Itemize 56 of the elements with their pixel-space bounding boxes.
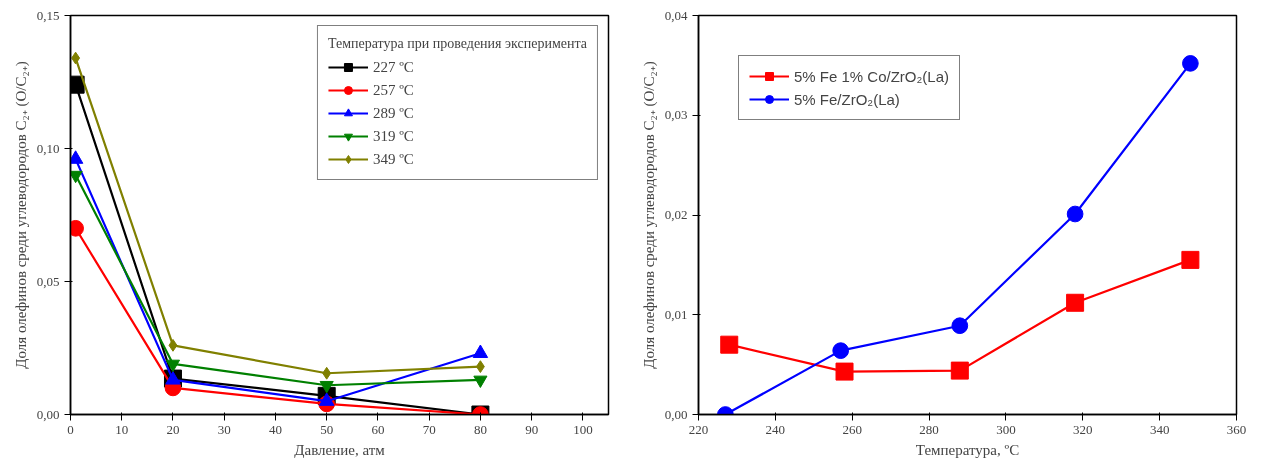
- point: [70, 150, 84, 164]
- point: [720, 335, 739, 354]
- point: [322, 366, 332, 380]
- y-tick-label: 0,00: [36, 406, 60, 422]
- point: [951, 317, 969, 335]
- point: [1066, 293, 1085, 312]
- x-tick-label: 320: [1073, 421, 1093, 437]
- y-tick-label: 0,04: [664, 7, 688, 23]
- point: [475, 360, 485, 374]
- y-tick-label: 0,00: [664, 406, 688, 422]
- x-tick-label: 300: [996, 421, 1016, 437]
- y-tick-label: 0,10: [36, 140, 60, 156]
- x-tick-label: 360: [1226, 421, 1247, 437]
- y-axis-title: Доля олефинов среди углеводородов C₂₊ (O/C₂₊): [640, 61, 658, 369]
- x-tick-label: 280: [919, 421, 939, 437]
- x-tick-label: 0: [67, 421, 74, 437]
- y-tick-label: 0,01: [664, 306, 688, 322]
- legend-label: 227 ºC: [372, 58, 414, 76]
- legend-label: 349 ºC: [372, 150, 414, 168]
- x-tick-label: 10: [115, 421, 129, 437]
- x-tick-label: 80: [473, 421, 487, 437]
- y-tick-label: 0,05: [36, 273, 60, 289]
- point: [319, 380, 334, 394]
- x-tick-label: 240: [765, 421, 786, 437]
- legend-title: Температура при проведения эксперимента: [327, 36, 587, 52]
- legend-label: 319 ºC: [372, 127, 414, 145]
- x-tick-label: 60: [371, 421, 385, 437]
- y-axis-title: Доля олефинов среди углеводородов C₂₊ (O/C₂₊): [12, 61, 30, 369]
- x-tick-label: 90: [525, 421, 539, 437]
- point: [71, 51, 81, 65]
- point: [1182, 55, 1199, 72]
- point: [832, 342, 850, 359]
- x-axis-title: Температура, ºC: [915, 441, 1020, 458]
- x-tick-label: 40: [268, 421, 282, 437]
- x-tick-label: 220: [688, 421, 709, 437]
- x-axis-title: Давление, атм: [294, 441, 386, 458]
- legend-label: 257 ºC: [372, 81, 414, 99]
- legend-label: 5% Fe/ZrO₂(La): [794, 90, 900, 108]
- point: [168, 338, 178, 352]
- y-tick-label: 0,15: [36, 7, 60, 23]
- x-tick-label: 70: [422, 421, 436, 437]
- point: [473, 375, 488, 388]
- legend-label: 289 ºC: [372, 104, 414, 122]
- point: [835, 362, 854, 381]
- legend-label: 5% Fe 1% Co/ZrO₂(La): [794, 67, 950, 85]
- x-tick-label: 100: [573, 421, 593, 437]
- point: [950, 361, 969, 380]
- y-tick-label: 0,02: [664, 207, 688, 222]
- point: [1181, 250, 1200, 269]
- y-tick-label: 0,03: [664, 107, 688, 123]
- x-tick-label: 260: [842, 421, 862, 437]
- x-tick-label: 30: [217, 421, 231, 437]
- x-tick-label: 20: [166, 421, 180, 437]
- x-tick-label: 340: [1149, 421, 1170, 437]
- point: [1066, 205, 1084, 223]
- x-tick-label: 50: [320, 421, 334, 437]
